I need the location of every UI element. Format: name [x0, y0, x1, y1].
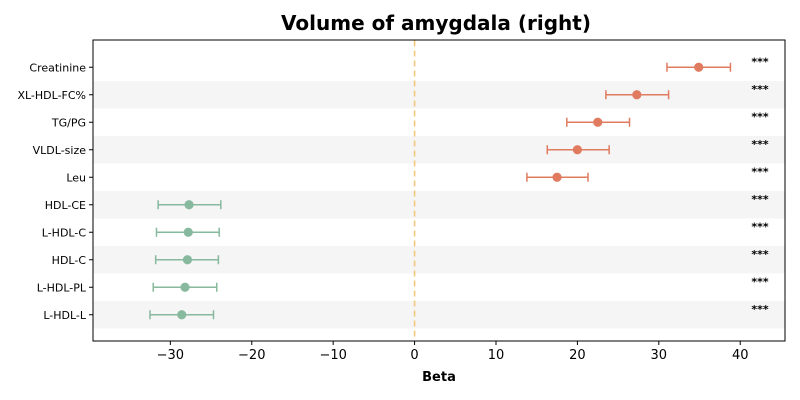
x-tick-label: 10	[488, 348, 505, 363]
y-tick-label: VLDL-size	[33, 144, 87, 157]
row-stripe	[93, 136, 785, 164]
estimate-tg-pg: ***	[566, 110, 769, 127]
estimate-leu: ***	[526, 165, 769, 182]
x-axis-ticks: −30 −20 −10 0 10 20 30 40	[157, 341, 749, 363]
y-tick-label: HDL-CE	[45, 199, 86, 212]
estimate-l-hdl-pl: ***	[152, 275, 769, 292]
significance-label: ***	[751, 275, 769, 288]
estimates: *** *** *** *** *** *** *** *** *** ***	[149, 55, 769, 320]
chart-title: Volume of amygdala (right)	[281, 11, 591, 35]
point-estimate	[572, 145, 583, 155]
point-estimate	[182, 255, 193, 265]
row-stripe	[93, 81, 785, 109]
x-tick-label: 0	[410, 348, 418, 363]
estimate-creatinine: ***	[666, 55, 769, 72]
point-estimate	[593, 117, 603, 127]
plot-frame	[92, 39, 786, 342]
significance-label: ***	[751, 55, 769, 68]
significance-label: ***	[751, 220, 769, 233]
significance-label: ***	[751, 193, 769, 206]
x-tick-label: −10	[319, 348, 346, 363]
estimate-hdl-c: ***	[154, 248, 769, 265]
significance-label: ***	[751, 303, 769, 316]
y-tick-label: Creatinine	[29, 61, 86, 74]
y-tick-label: L-HDL-PL	[37, 281, 87, 294]
significance-label: ***	[751, 110, 769, 123]
point-estimate	[552, 172, 562, 182]
point-estimate	[632, 90, 642, 100]
x-tick-label: 20	[569, 348, 586, 363]
x-tick-label: −20	[238, 348, 265, 363]
significance-label: ***	[751, 248, 769, 261]
y-tick-label: Leu	[66, 171, 86, 184]
point-estimate	[183, 227, 193, 237]
y-tick-label: L-HDL-C	[42, 226, 87, 239]
estimate-vldl-size: ***	[546, 138, 769, 155]
y-tick-label: XL-HDL-FC%	[17, 89, 86, 102]
estimate-l-hdl-c: ***	[155, 220, 769, 237]
point-estimate	[180, 282, 190, 292]
point-estimate	[694, 62, 704, 72]
y-tick-label: TG/PG	[51, 116, 86, 129]
significance-label: ***	[751, 138, 769, 151]
y-tick-label: L-HDL-L	[43, 309, 87, 322]
y-tick-label: HDL-C	[52, 254, 87, 267]
point-estimate	[177, 310, 187, 320]
y-axis-labels: Creatinine XL-HDL-FC% TG/PG VLDL-size Leu HDL…	[17, 61, 93, 322]
estimate-l-hdl-l: ***	[149, 303, 769, 320]
significance-label: ***	[751, 165, 769, 178]
x-axis-label: Beta	[422, 370, 456, 385]
estimate-hdl-ce: ***	[157, 193, 769, 210]
x-tick-label: −30	[157, 348, 184, 363]
estimate-xl-hdl-fc-: ***	[605, 83, 769, 100]
x-tick-label: 30	[651, 348, 668, 363]
x-tick-label: 40	[732, 348, 749, 363]
point-estimate	[184, 200, 194, 210]
significance-label: ***	[751, 83, 769, 96]
